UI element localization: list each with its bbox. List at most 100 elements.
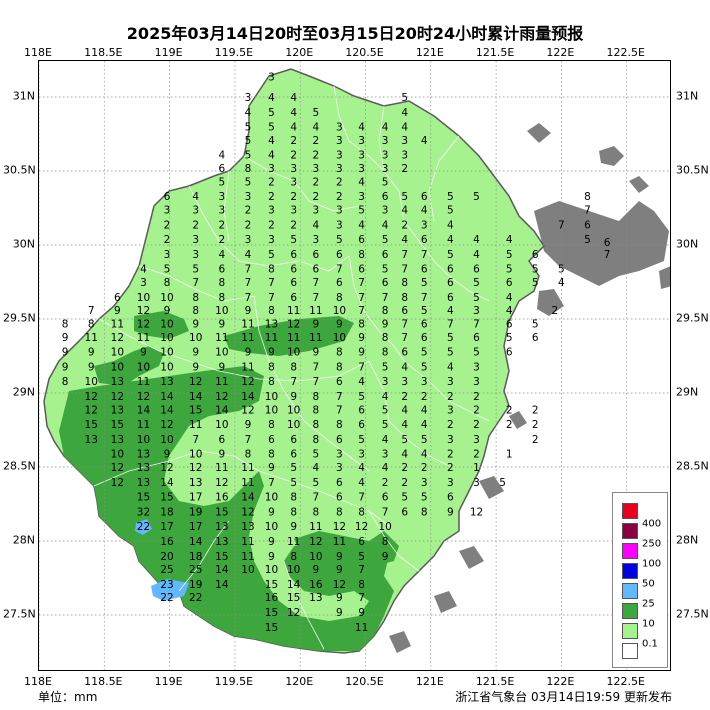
rainfall-value: 7 xyxy=(290,376,297,388)
rainfall-value: 12 xyxy=(137,391,150,403)
rainfall-value: 9 xyxy=(164,449,171,461)
rainfall-value: 4 xyxy=(447,361,454,373)
rainfall-value: 10 xyxy=(85,376,98,388)
rainfall-value: 4 xyxy=(421,449,428,461)
longitude-label: 120.5E xyxy=(345,675,384,688)
rainfall-value: 3 xyxy=(401,150,408,162)
rainfall-value: 13 xyxy=(265,318,278,330)
rainfall-value: 11 xyxy=(137,332,150,344)
longitude-label: 121.5E xyxy=(475,46,515,59)
rainfall-value: 8 xyxy=(336,419,343,431)
rainfall-value: 3 xyxy=(268,163,275,175)
rainfall-value: 14 xyxy=(137,404,151,416)
rainfall-value: 12 xyxy=(189,376,202,388)
rainfall-value: 5 xyxy=(336,234,343,246)
rainfall-value: 8 xyxy=(218,277,225,289)
rainfall-value: 5 xyxy=(358,551,365,563)
rainfall-value: 2 xyxy=(192,219,199,231)
rainfall-map: 33 4 4 54 5 4 5 45 5 4 4 3 4 4 45 4 2 2 3 3 3 3 44 5 4 2 2 3 3 3 36 8 3 3… xyxy=(39,61,670,670)
rainfall-value: 7 xyxy=(558,219,565,231)
rainfall-value: 10 xyxy=(160,434,173,446)
rainfall-value: 4 xyxy=(218,249,225,261)
latitude-label: 28N xyxy=(676,533,699,547)
rainfall-value: 12 xyxy=(111,332,124,344)
rainfall-value: 5 xyxy=(421,361,428,373)
rainfall-value: 4 xyxy=(506,234,513,246)
rainfall-value: 2 xyxy=(506,404,513,416)
rainfall-value: 7 xyxy=(401,249,408,261)
longitude-label: 122.5E xyxy=(606,675,645,688)
rainfall-value: 10 xyxy=(160,318,173,330)
legend-swatch xyxy=(622,623,638,639)
rainfall-value: 32 xyxy=(137,506,150,518)
rainfall-value: 2 xyxy=(268,191,275,203)
rainfall-value: 8 xyxy=(290,361,297,373)
rainfall-value: 9 xyxy=(245,305,252,317)
rainfall-value: 10 xyxy=(189,332,202,344)
rainfall-value: 10 xyxy=(333,332,346,344)
rainfall-value: 4 xyxy=(140,264,147,276)
rainfall-value: 5 xyxy=(584,234,591,246)
rainfall-value: 8 xyxy=(401,292,408,304)
rainfall-value: 15 xyxy=(85,419,98,431)
rainfall-value: 4 xyxy=(447,234,454,246)
rainfall-value: 7 xyxy=(358,305,365,317)
rainfall-value: 5 xyxy=(358,204,365,216)
rainfall-value: 10 xyxy=(160,332,173,344)
rainfall-value: 9 xyxy=(290,521,297,533)
rainfall-value: 15 xyxy=(215,506,228,518)
issuer-label: 浙江省气象台 03月14日19:59 更新发布 xyxy=(455,690,672,704)
rainfall-value: 9 xyxy=(218,449,225,461)
rainfall-value: 10 xyxy=(309,551,322,563)
rainfall-value: 2 xyxy=(290,150,297,162)
rainfall-value: 5 xyxy=(382,404,389,416)
rainfall-value: 7 xyxy=(358,564,365,576)
rainfall-value: 5 xyxy=(473,191,480,203)
rainfall-value: 3 xyxy=(473,477,480,489)
rainfall-value: 14 xyxy=(160,391,174,403)
rainfall-value: 8 xyxy=(192,292,199,304)
rainfall-value: 2 xyxy=(268,176,275,188)
rainfall-value: 4 xyxy=(421,404,428,416)
rainfall-value: 16 xyxy=(265,592,279,604)
latitude-label: 28N xyxy=(12,533,35,547)
rainfall-value: 4 xyxy=(192,191,199,203)
rainfall-value: 2 xyxy=(218,219,225,231)
rainfall-value: 2 xyxy=(290,219,297,231)
latitude-label: 30.5N xyxy=(676,163,709,177)
rainfall-value: 14 xyxy=(241,492,255,504)
rainfall-value: 8 xyxy=(313,506,320,518)
rainfall-value: 6 xyxy=(421,332,428,344)
latitude-label: 30.5N xyxy=(3,163,36,177)
rainfall-value: 9 xyxy=(140,347,147,359)
rainfall-value: 9 xyxy=(88,347,95,359)
rainfall-value: 2 xyxy=(313,150,320,162)
rainfall-value: 6 xyxy=(358,234,365,246)
rainfall-value: 2 xyxy=(313,191,320,203)
rainfall-value: 6 xyxy=(473,264,480,276)
rainfall-value: 15 xyxy=(111,419,124,431)
rainfall-value: 17 xyxy=(189,521,202,533)
rainfall-value: 8 xyxy=(336,292,343,304)
rainfall-value: 5 xyxy=(447,204,454,216)
rainfall-value: 6 xyxy=(421,234,428,246)
rainfall-value: 13 xyxy=(137,477,150,489)
rainfall-value: 11 xyxy=(333,536,346,548)
rainfall-value: 3 xyxy=(447,376,454,388)
rainfall-value: 6 xyxy=(382,249,389,261)
rainfall-value: 9 xyxy=(245,347,252,359)
rainfall-value: 4 xyxy=(290,122,297,134)
rainfall-value: 17 xyxy=(160,521,173,533)
rainfall-value: 16 xyxy=(215,492,229,504)
longitude-label: 122.5E xyxy=(606,46,645,59)
rainfall-value: 2 xyxy=(447,391,454,403)
rainfall-value: 9 xyxy=(62,361,69,373)
rainfall-value: 2 xyxy=(401,391,408,403)
rainfall-value: 6 xyxy=(290,449,297,461)
rainfall-value: 2 xyxy=(532,404,539,416)
latitude-label: 29N xyxy=(12,385,35,399)
rainfall-value: 10 xyxy=(215,305,228,317)
rainfall-value: 3 xyxy=(245,234,252,246)
rainfall-value: 3 xyxy=(473,376,480,388)
